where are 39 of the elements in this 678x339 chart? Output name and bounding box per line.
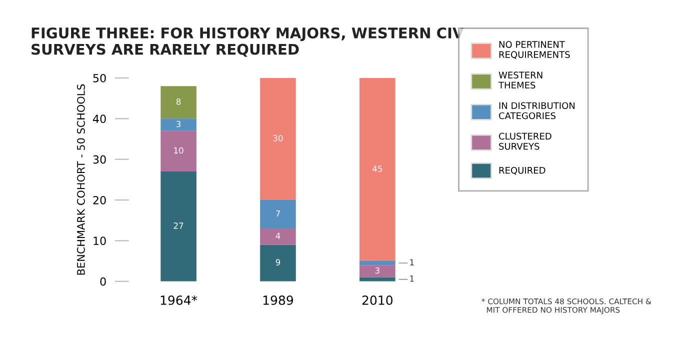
chart-title: FIGURE THREE: FOR HISTORY MAJORS, WESTERN CIV SURVEYS ARE RARELY REQUIRED [32, 27, 464, 57]
data-label: 4 [276, 232, 280, 239]
x-tick-label: 1964* [160, 295, 198, 305]
bar [360, 78, 396, 262]
legend-label: REQUIRED [499, 166, 546, 175]
legend-label: CLUSTERED SURVEYS [499, 132, 552, 150]
y-tick-label: 10 [94, 236, 106, 246]
legend-label: WESTERN THEMES [498, 72, 542, 89]
bar [260, 228, 296, 245]
data-label: 1 [410, 259, 414, 266]
bar [260, 244, 296, 282]
bar [360, 261, 396, 266]
bar [360, 265, 396, 278]
x-tick-label: 1989 [263, 295, 294, 305]
legend-label: IN DISTRIBUTION CATEGORIES [499, 102, 575, 120]
y-tick-label: 20 [93, 196, 106, 204]
y-axis-title: BENCHMARK COHORT - 50 SCHOOLS [77, 84, 85, 275]
y-tick-label: 40 [93, 114, 106, 124]
y-tick-label: 0 [100, 277, 106, 286]
data-label: 45 [372, 166, 382, 172]
data-label: 10 [174, 147, 184, 154]
y-tick-label: 30 [93, 155, 106, 164]
data-label: 3 [375, 267, 380, 274]
bar [160, 118, 196, 131]
data-label: 3 [176, 120, 181, 128]
data-label: 7 [276, 210, 280, 217]
data-label: 30 [273, 135, 283, 142]
bar [260, 200, 296, 228]
x-tick-label: 2010 [362, 295, 392, 305]
y-tick-label: 50 [93, 74, 106, 82]
bar [160, 130, 196, 172]
data-label: 8 [176, 98, 181, 105]
data-label: 9 [276, 259, 280, 266]
bar [160, 86, 196, 119]
bar [160, 172, 196, 282]
bar [260, 78, 296, 200]
data-label: 1 [410, 276, 414, 282]
data-label: 27 [174, 222, 184, 229]
legend-label: NO PERTINENT REQUIREMENTS [499, 41, 570, 60]
